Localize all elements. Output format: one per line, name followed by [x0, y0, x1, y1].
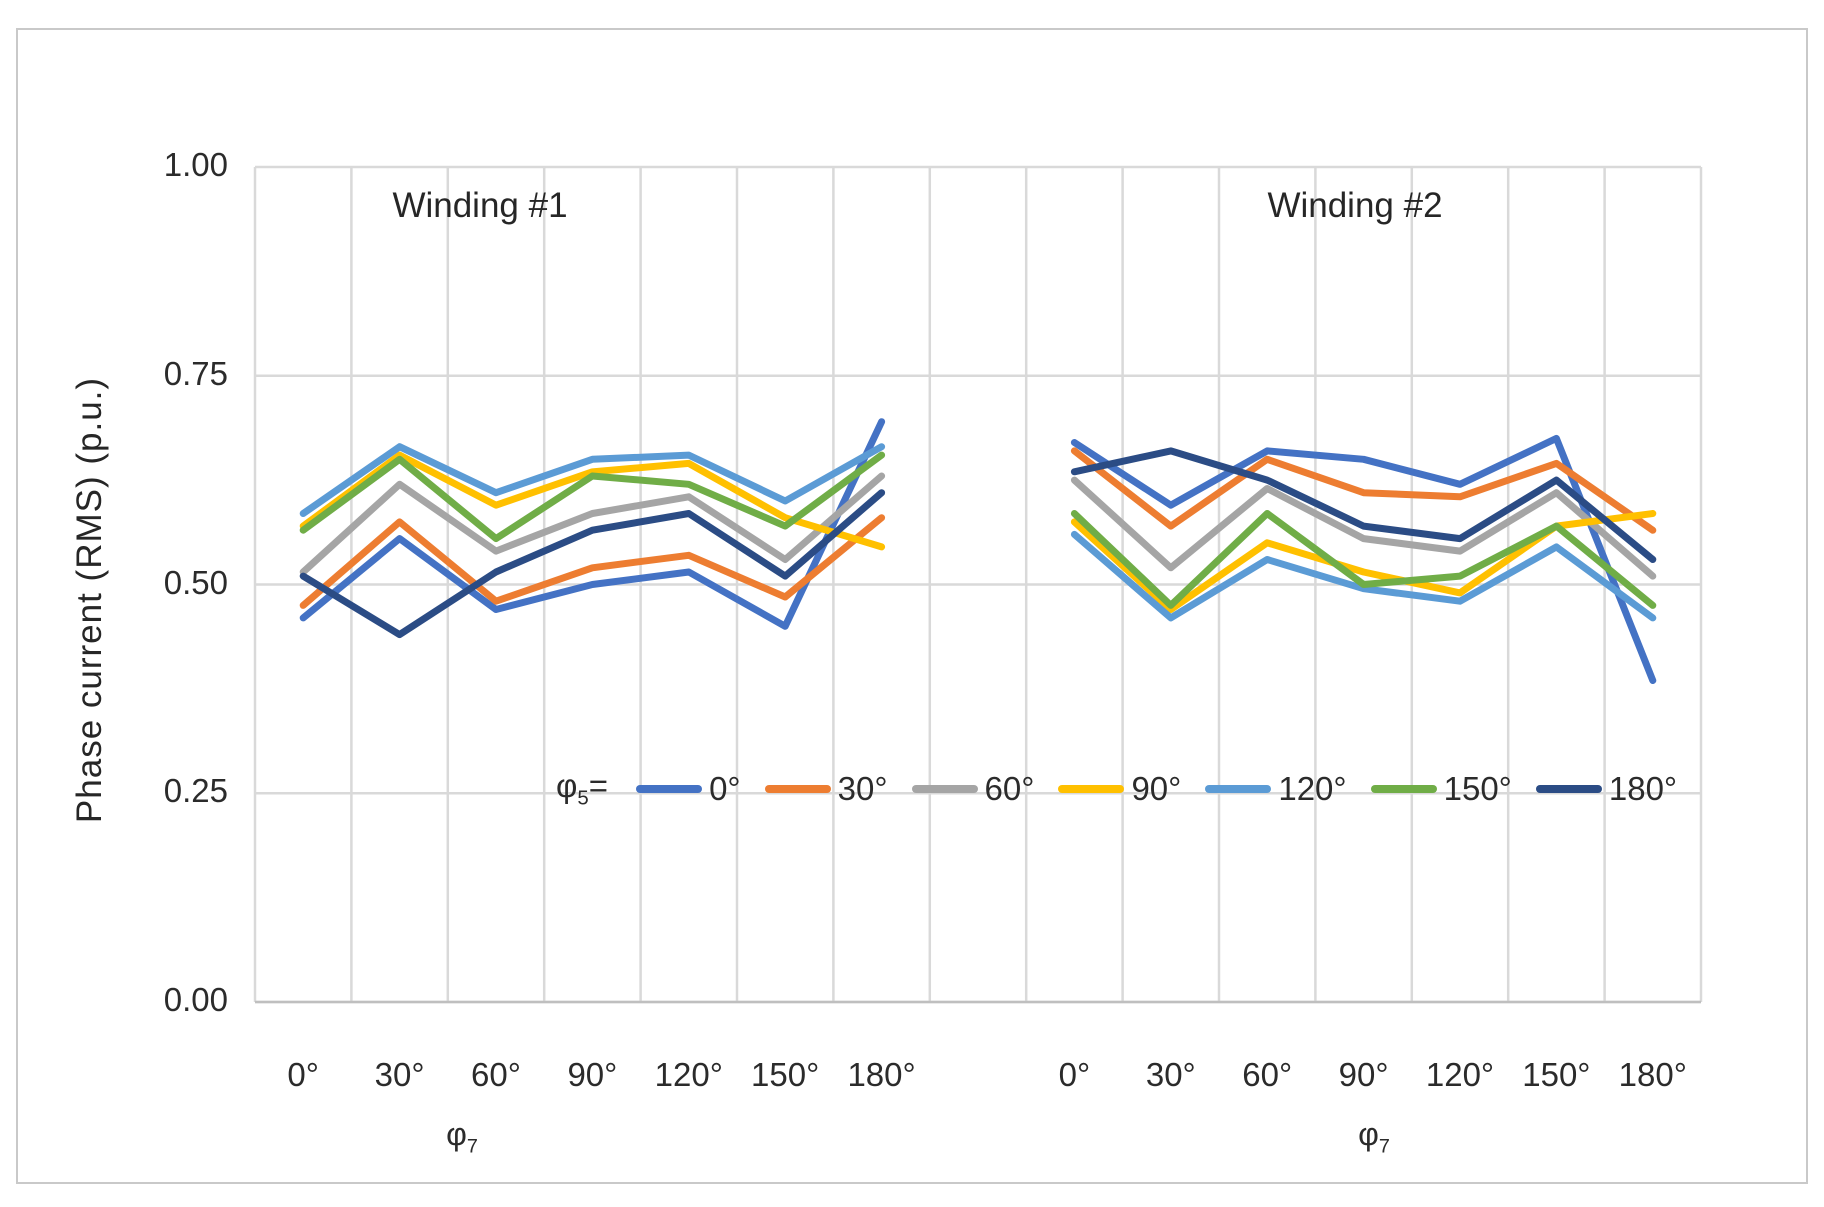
series-winding-1-30deg: [299, 514, 886, 609]
y-tick-label: 0.75: [163, 354, 228, 392]
panel-title-winding-2: Winding #2: [1267, 186, 1443, 225]
series-winding-2-60deg: [1070, 476, 1657, 580]
series-winding-2-30deg: [1070, 447, 1657, 534]
legend-swatch-150deg: [1370, 785, 1437, 793]
legend: φ5= 0° 30° 60° 90° 120° 150° 180°: [556, 766, 1677, 812]
legend-item-90deg: 90°: [1058, 770, 1181, 808]
legend-label: 120°: [1278, 770, 1347, 807]
legend-item-30deg: 30°: [764, 770, 888, 808]
x-tick-label: 60°: [471, 1056, 521, 1093]
x-tick-label: 180°: [847, 1056, 916, 1093]
x-axis-title-winding-2: φ7: [1358, 1116, 1390, 1158]
series-winding-1-60deg: [299, 472, 886, 576]
x-tick-label: 150°: [751, 1056, 820, 1093]
x-tick-label: 180°: [1618, 1056, 1687, 1093]
legend-swatch-180deg: [1535, 785, 1602, 793]
x-tick-label: 90°: [1338, 1056, 1389, 1093]
legend-item-120deg: 120°: [1205, 770, 1347, 808]
series-winding-1-90deg: [299, 451, 886, 551]
legend-item-150deg: 150°: [1370, 770, 1512, 808]
x-tick-label: 0°: [1058, 1056, 1091, 1093]
legend-label: 180°: [1608, 770, 1678, 807]
legend-swatch-120deg: [1205, 785, 1272, 793]
y-tick-label: 0.00: [163, 981, 228, 1018]
series-winding-1-150deg: [299, 451, 886, 543]
legend-label: 60°: [984, 770, 1035, 807]
y-tick-label: 0.25: [163, 772, 228, 810]
x-tick-label: 120°: [1425, 1056, 1495, 1093]
legend-item-180deg: 180°: [1535, 770, 1678, 808]
panel-title-winding-1: Winding #1: [392, 186, 568, 225]
series-winding-1-120deg: [299, 443, 886, 517]
x-tick-label: 120°: [654, 1056, 723, 1093]
series-winding-2-150deg: [1070, 510, 1657, 609]
legend-label: 150°: [1443, 770, 1512, 807]
series-winding-2-0deg: [1070, 434, 1657, 684]
series-winding-1-0deg: [299, 418, 886, 630]
x-tick-label: 30°: [374, 1056, 425, 1093]
series-winding-2-180deg: [1070, 447, 1657, 563]
series-winding-2-120deg: [1070, 530, 1657, 622]
series-winding-1-180deg: [299, 489, 886, 639]
legend-swatch-0deg: [636, 785, 703, 793]
x-tick-label: 150°: [1522, 1056, 1591, 1093]
x-tick-label: 90°: [567, 1056, 618, 1093]
x-tick-label: 60°: [1242, 1056, 1293, 1093]
legend-swatch-90deg: [1058, 785, 1125, 793]
legend-label: 30°: [837, 770, 888, 807]
x-axis-title-winding-1: φ7: [446, 1116, 478, 1158]
legend-swatch-60deg: [911, 785, 978, 793]
x-tick-label: 30°: [1145, 1056, 1196, 1093]
legend-title: φ5=: [556, 767, 609, 810]
legend-swatch-30deg: [764, 785, 831, 793]
y-tick-label: 1.00: [163, 146, 228, 183]
y-tick-label: 0.50: [163, 563, 228, 601]
x-tick-label: 0°: [287, 1056, 319, 1093]
legend-label: 90°: [1131, 770, 1182, 807]
legend-item-60deg: 60°: [911, 770, 1035, 808]
legend-item-0deg: 0°: [636, 770, 741, 808]
legend-label: 0°: [709, 770, 741, 807]
